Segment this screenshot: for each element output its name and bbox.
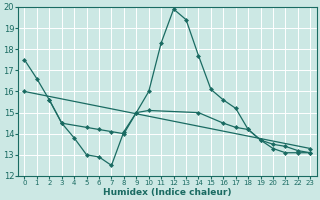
X-axis label: Humidex (Indice chaleur): Humidex (Indice chaleur) <box>103 188 232 197</box>
